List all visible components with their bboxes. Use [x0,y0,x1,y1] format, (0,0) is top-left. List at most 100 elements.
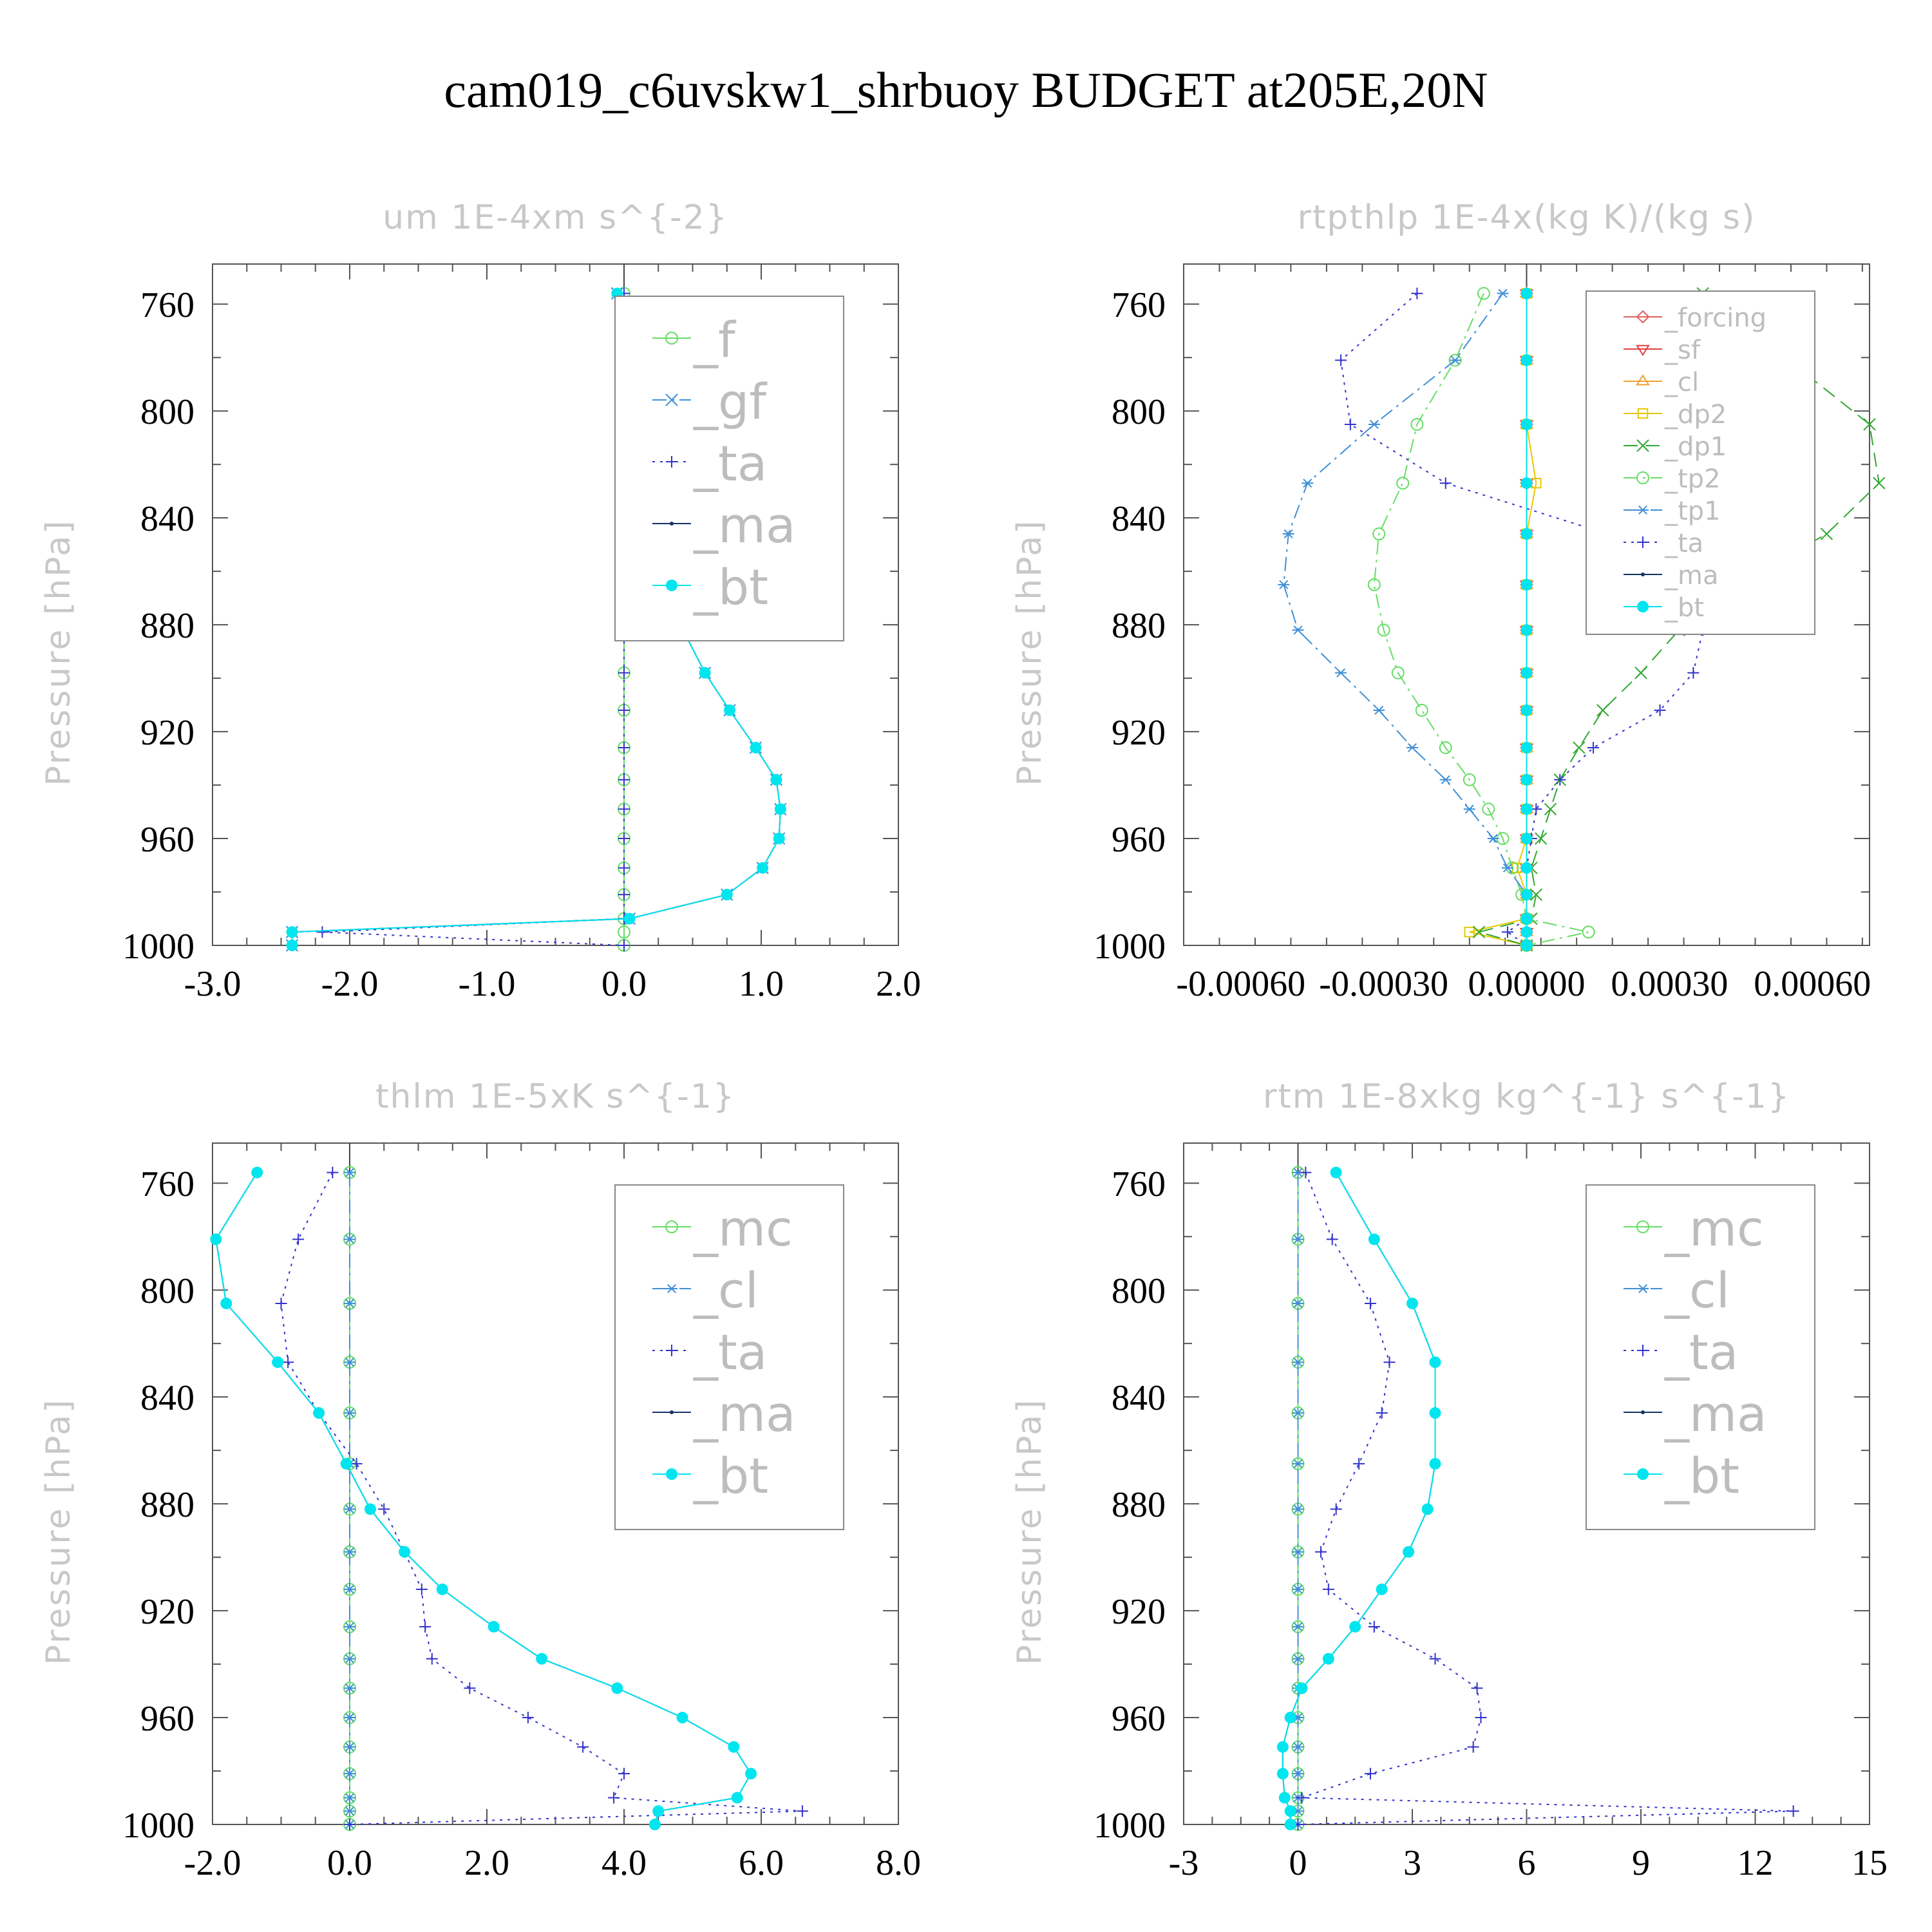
data-point [1368,419,1380,429]
data-point [344,1793,355,1803]
data-point [1520,833,1533,845]
data-point [313,1407,325,1419]
y-tick-label: 960 [1112,1699,1166,1739]
x-tick-label: 12 [1738,1843,1774,1883]
y-axis-label: Pressure [hPa] [39,519,78,786]
data-point [623,913,636,925]
legend-box [614,296,844,641]
y-tick-label: 880 [1112,606,1166,646]
data-point [1276,1741,1289,1753]
data-point [731,1792,743,1804]
legend-label: _ta [693,1323,767,1381]
data-point [1278,580,1290,589]
y-tick-label: 800 [1112,392,1166,432]
data-point [1863,418,1876,431]
legend-marker [1641,573,1645,576]
data-point [1292,1408,1304,1418]
data-point [1292,1459,1304,1468]
legend-label: _mc [1664,1200,1764,1257]
legend-marker [1641,1410,1645,1414]
data-point [649,1819,661,1830]
x-tick-label: -2.0 [184,1843,242,1883]
data-point [292,1233,305,1245]
series-line [322,293,625,946]
x-tick-label: 0.0 [601,964,647,1004]
data-point [1463,773,1476,786]
data-point [1292,1584,1304,1594]
panel-title: thlm 1E-5xK s^{-1} [375,1077,735,1116]
data-point [1482,802,1495,816]
legend: _f_gf_ta_ma_bt [614,296,844,641]
legend-label: _f [693,311,737,368]
legend-marker [1636,345,1650,356]
data-point [1344,418,1356,430]
data-point [611,1682,623,1694]
y-tick-label: 920 [1112,1592,1166,1632]
y-tick-label: 960 [140,820,194,860]
data-point [745,1768,757,1780]
x-tick-label: 2.0 [876,964,921,1004]
legend-label: _tp1 [1664,497,1721,526]
legend-marker [1637,505,1649,515]
data-point [1501,926,1513,938]
data-point [426,1653,438,1665]
legend: _forcing _sf _cl _dp2_dp1_tp2 _tp1 _ta _ma_bt [1586,290,1815,635]
data-point [220,1297,232,1309]
x-tick-label: 0.0 [327,1843,372,1883]
legend-marker [666,456,677,468]
data-point [618,704,630,716]
data-point [1429,1457,1441,1470]
data-point [1330,1166,1342,1179]
data-point [344,1408,355,1418]
legend-marker [670,522,674,526]
data-point [340,1457,352,1470]
data-point [210,1233,222,1245]
data-point [1554,773,1566,786]
data-point [1326,1233,1338,1245]
data-point [1487,834,1499,844]
panel-title: um 1E-4xm s^{-2} [383,198,728,237]
data-point [1820,527,1833,540]
data-point [1520,528,1533,540]
data-point [1296,1792,1308,1804]
x-tick-label: -3 [1169,1843,1199,1883]
data-point [1520,803,1533,815]
data-point [1406,743,1418,752]
data-point [728,1741,740,1753]
y-axis-label: Pressure [hPa] [1010,519,1049,786]
data-point [618,773,630,786]
legend-label: _ma [1664,1385,1767,1443]
series-ta [275,1166,808,1830]
x-tick-label: 4.0 [601,1843,647,1883]
data-point [1520,287,1533,299]
legend-marker [1637,601,1649,612]
data-point [618,862,630,874]
series-line [1298,1172,1794,1825]
data-point [286,940,298,951]
y-tick-label: 1000 [122,927,194,967]
data-point [344,1504,355,1514]
data-point [1596,704,1609,717]
data-point [378,1503,390,1515]
data-point [344,1168,355,1177]
data-point [1429,1653,1441,1665]
data-point [1278,1792,1291,1804]
data-point [1322,1583,1334,1595]
series-line [1282,1172,1436,1824]
legend-label: _ma [1664,561,1718,591]
data-point [251,1166,263,1179]
x-tick-label: 2.0 [464,1843,509,1883]
data-point [1587,741,1600,753]
data-point [577,1741,589,1753]
data-point [1396,477,1410,490]
series-line [1283,293,1528,945]
data-point [1292,1622,1304,1631]
legend-marker [665,393,678,406]
legend-marker [670,1410,674,1414]
data-point [618,1768,630,1780]
legend: _mc_cl_ta_ma_bt [1586,1184,1815,1530]
data-point [344,1235,355,1244]
x-tick-label: 8.0 [876,1843,921,1883]
y-tick-label: 760 [1112,1164,1166,1204]
